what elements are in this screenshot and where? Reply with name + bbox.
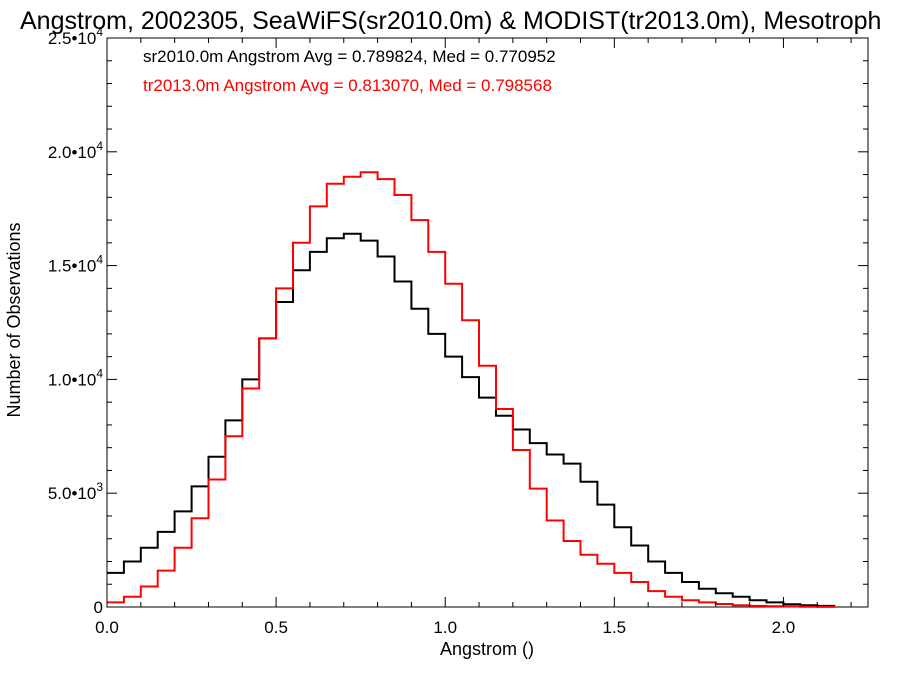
x-tick-label: 1.0: [433, 618, 457, 637]
series-line-sr2010.0m: [107, 232, 836, 607]
y-tick-exponent: 4: [96, 25, 103, 39]
annotation-sr2010: sr2010.0m Angstrom Avg = 0.789824, Med =…: [143, 47, 556, 66]
x-tick-label: 0.5: [264, 618, 288, 637]
y-tick-label: 1.0•104: [48, 366, 104, 389]
x-tick-label: 1.5: [603, 618, 627, 637]
plot-area: 0.0 0.5 1.0 1.5 2.0 05.0•1031.0•1041.5•1042.…: [48, 25, 869, 637]
x-tick-label: 2.0: [772, 618, 796, 637]
chart-title: Angstrom, 2002305, SeaWiFS(sr2010.0m) & …: [20, 7, 881, 35]
y-tick-mantissa: 0: [94, 598, 103, 617]
y-tick-label: 2.0•104: [48, 139, 104, 162]
y-axis-label: Number of Observations: [4, 222, 24, 417]
y-tick-exponent: 3: [96, 480, 103, 494]
y-tick-label: 2.5•104: [48, 25, 104, 48]
series-line-tr2013.0m: [107, 171, 836, 608]
y-tick-label: 5.0•103: [48, 480, 104, 503]
y-tick-label: 1.5•104: [48, 253, 104, 276]
series-curves: [107, 171, 836, 608]
y-tick-mantissa: 1.0•10: [48, 370, 97, 389]
x-axis: 0.0 0.5 1.0 1.5 2.0: [95, 38, 852, 637]
y-tick-mantissa: 5.0•10: [48, 484, 97, 503]
x-axis-label: Angstrom (): [440, 639, 534, 659]
y-tick-exponent: 4: [96, 139, 103, 153]
y-tick-mantissa: 1.5•10: [48, 257, 97, 276]
plot-frame: [106, 37, 869, 608]
y-tick-mantissa: 2.5•10: [48, 29, 97, 48]
y-tick-mantissa: 2.0•10: [48, 143, 97, 162]
y-tick-label: 0: [94, 598, 103, 617]
y-tick-exponent: 4: [96, 253, 103, 267]
y-tick-exponent: 4: [96, 366, 103, 380]
annotation-tr2013: tr2013.0m Angstrom Avg = 0.813070, Med =…: [143, 76, 552, 95]
x-tick-label: 0.0: [95, 618, 119, 637]
